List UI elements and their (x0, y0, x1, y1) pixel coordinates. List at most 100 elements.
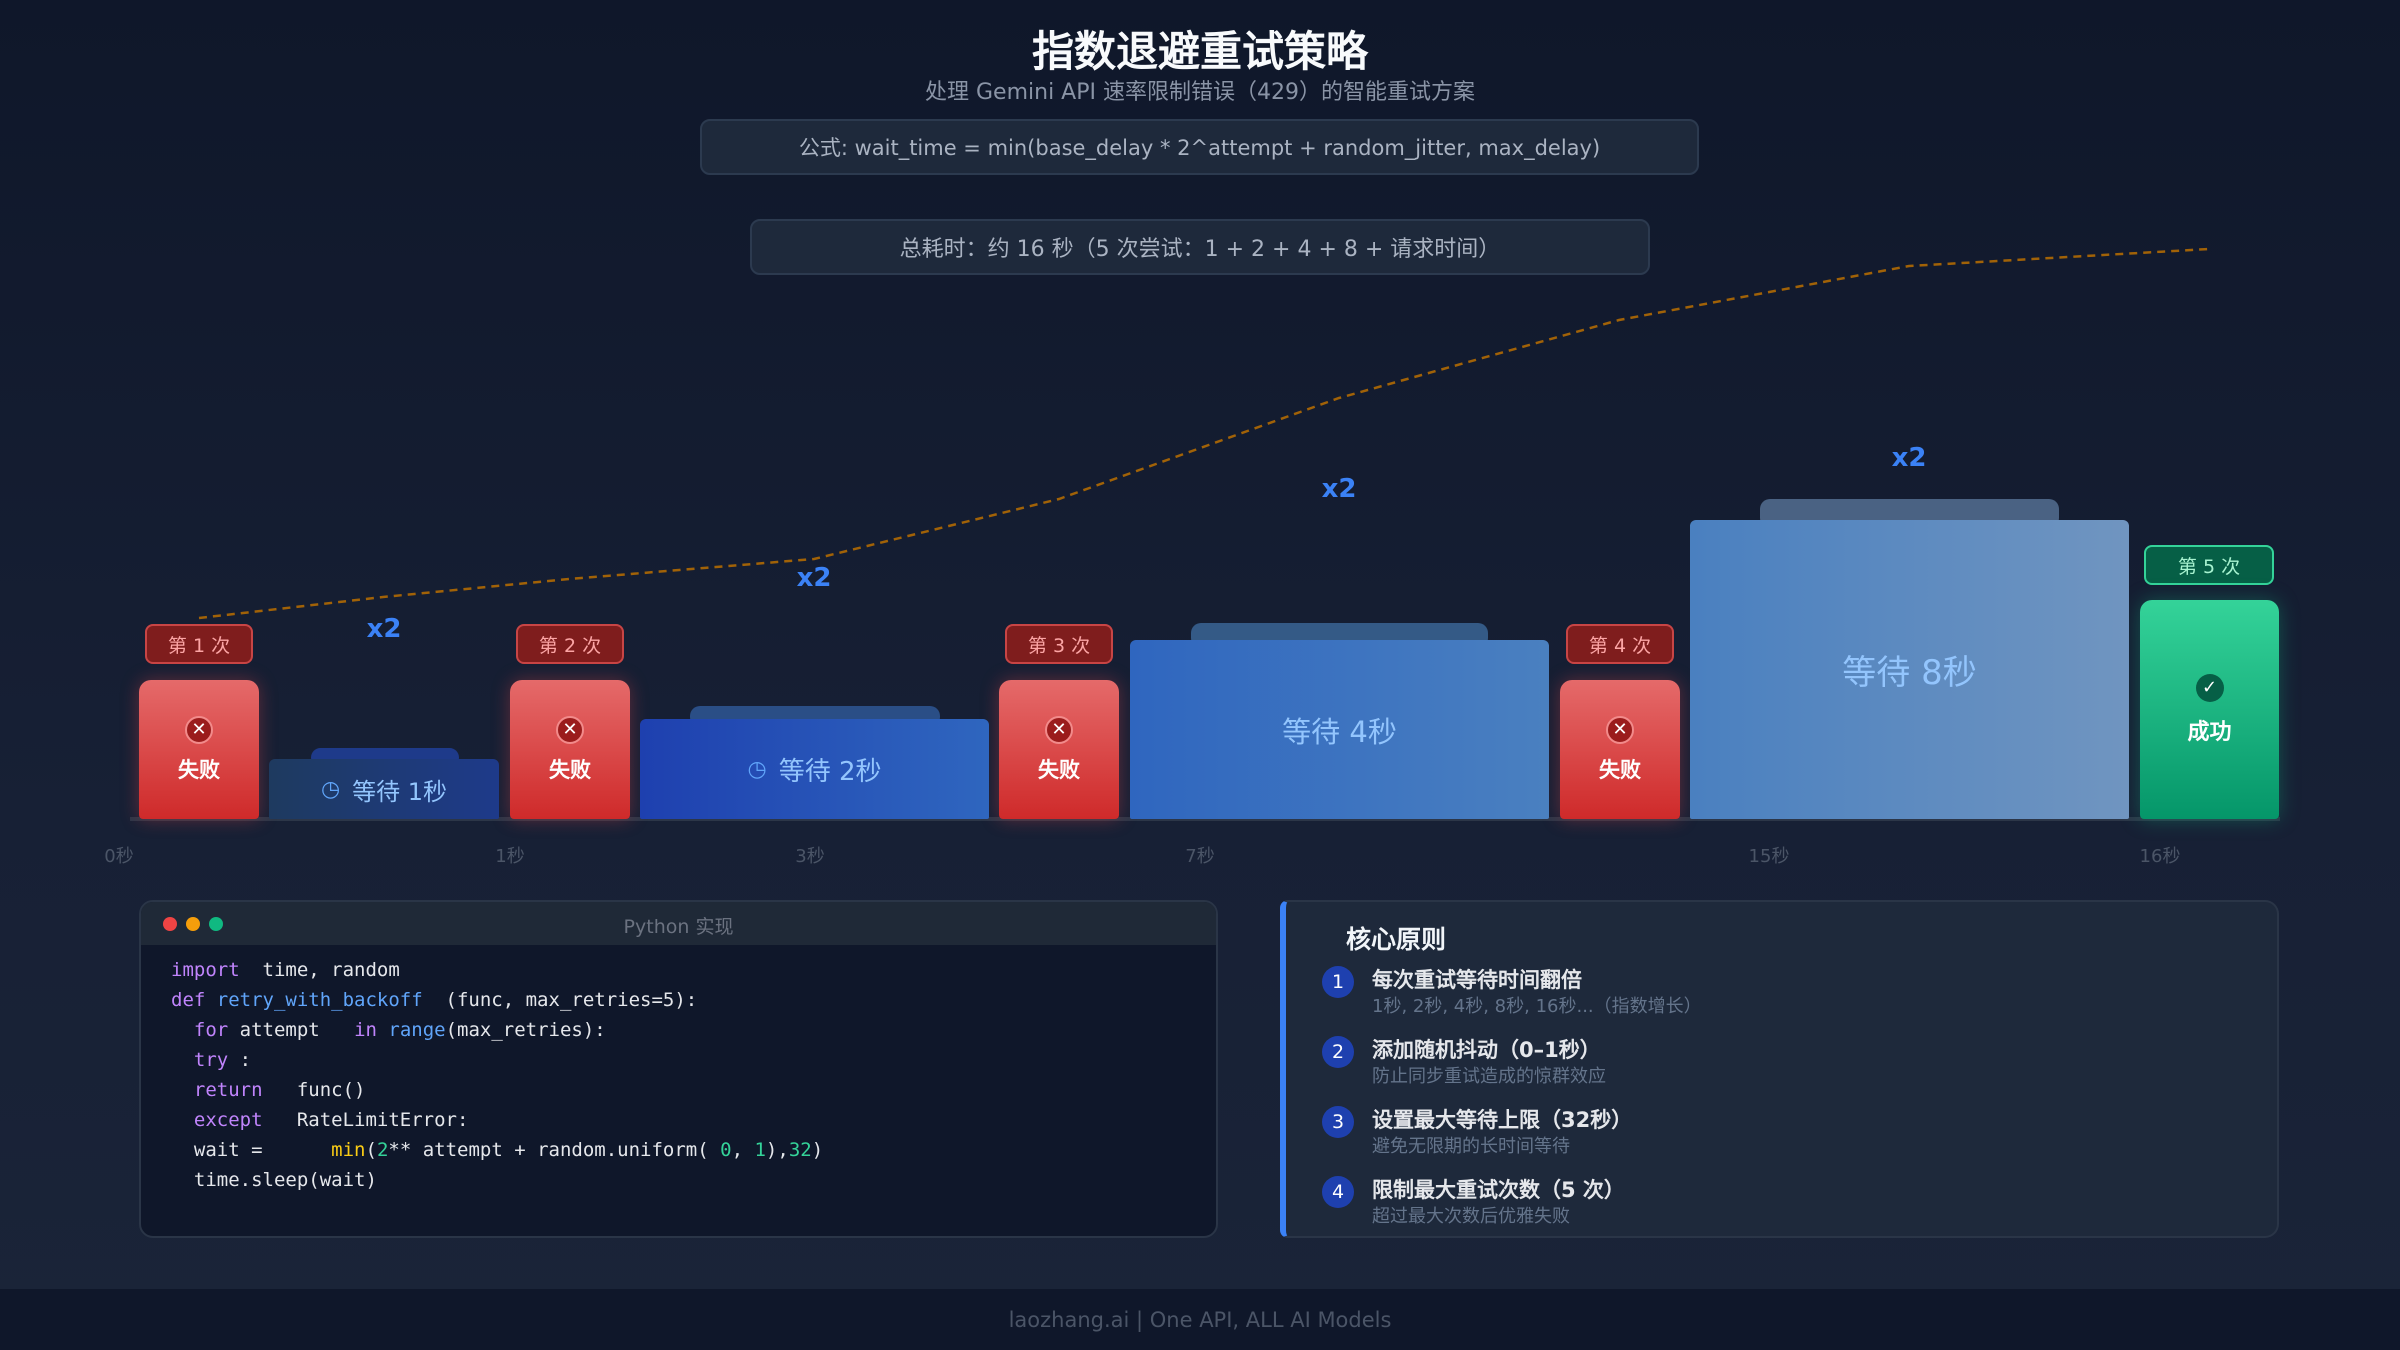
code-token: for (193, 1019, 229, 1041)
code-panel-header: Python 实现 (141, 902, 1216, 945)
wait-block: ◷ 等待 1秒 (269, 759, 499, 819)
code-line: time.sleep(wait) (171, 1165, 1216, 1195)
code-token: , (731, 1139, 755, 1161)
code-title: Python 实现 (623, 916, 734, 938)
code-token: 1 (754, 1139, 766, 1161)
code-token: 0 (720, 1139, 732, 1161)
code-line: except RateLimitError: (171, 1105, 1216, 1135)
principle-title: 每次重试等待时间翻倍 (1372, 968, 1582, 992)
axis-tick-label: 15秒 (1748, 846, 1790, 867)
attempt-fail-block: ✕ 失败 (139, 680, 259, 819)
x-circle-icon: ✕ (185, 715, 213, 744)
multiplier-label: x2 (796, 563, 832, 593)
wait-block: ◷ 等待 2秒 (640, 719, 989, 819)
code-token: ) (811, 1139, 824, 1161)
code-line: def retry_with_backoff (func, max_retrie… (171, 985, 1216, 1015)
code-token: ( (365, 1139, 377, 1161)
code-line: try : (171, 1045, 1216, 1075)
attempt-fail-block: ✕ 失败 (1560, 680, 1680, 819)
page-title: 指数退避重试策略 (1031, 27, 1368, 76)
footer: laozhang.ai | One API, ALL AI Models (0, 1289, 2400, 1350)
attempt-label: 第 1 次 (145, 624, 253, 664)
axis-tick-label: 0秒 (104, 846, 134, 867)
attempt-label: 第 2 次 (516, 624, 624, 664)
principle-title: 限制最大重试次数（5 次） (1372, 1178, 1625, 1202)
principle-number-badge: 4 (1322, 1176, 1354, 1208)
code-token: RateLimitError: (262, 1109, 469, 1131)
attempt-fail-block: ✕ 失败 (510, 680, 630, 819)
principle-desc: 超过最大次数后优雅失败 (1372, 1206, 1570, 1227)
wait-label: 等待 2秒 (778, 756, 882, 787)
wait-label: 等待 4秒 (1282, 714, 1397, 749)
attempt-label: 第 4 次 (1566, 624, 1674, 664)
window-close-dot (163, 917, 177, 931)
attempt-label: 第 3 次 (1005, 624, 1113, 664)
principles-title: 核心原则 (1346, 925, 1447, 954)
axis-tick-label: 1秒 (495, 846, 525, 867)
code-token: def (171, 989, 206, 1011)
code-token: (max_retries): (445, 1019, 606, 1041)
principle-desc: 1秒, 2秒, 4秒, 8秒, 16秒...（指数增长） (1372, 996, 1702, 1017)
multiplier-label: x2 (1891, 443, 1927, 473)
principle-number-badge: 2 (1322, 1036, 1354, 1068)
code-token: wait = (171, 1139, 332, 1161)
code-token: ** attempt + random.uniform( (388, 1139, 721, 1161)
page-subtitle: 处理 Gemini API 速率限制错误（429）的智能重试方案 (925, 80, 1475, 105)
attempt-fail-block: ✕ 失败 (999, 680, 1119, 819)
principle-title: 添加随机抖动（0–1秒） (1372, 1038, 1601, 1062)
code-line: wait = min(2** attempt + random.uniform(… (171, 1135, 1216, 1165)
code-line: import time, random (171, 955, 1216, 985)
code-token: retry_with_backoff (205, 989, 423, 1011)
multiplier-label: x2 (1321, 474, 1357, 504)
attempt-success-block: ✓ 成功 (2140, 600, 2279, 819)
code-token (171, 1109, 194, 1131)
formula-box: 公式: wait_time = min(base_delay * 2^attem… (700, 119, 1699, 175)
x-circle-icon: ✕ (556, 715, 584, 744)
code-token: 32 (788, 1139, 812, 1161)
principle-number-badge: 1 (1322, 966, 1354, 998)
multiplier-label: x2 (366, 614, 402, 644)
code-line: return func() (171, 1075, 1216, 1105)
clock-icon: ◷ (747, 756, 767, 782)
principles-panel: 核心原则 1 每次重试等待时间翻倍 1秒, 2秒, 4秒, 8秒, 16秒...（指… (1280, 900, 2279, 1238)
code-token: in (354, 1019, 377, 1041)
code-token: except (193, 1109, 263, 1131)
principle-number-badge: 3 (1322, 1106, 1354, 1138)
code-token (171, 1019, 194, 1041)
check-circle-icon: ✓ (2195, 673, 2224, 702)
x-circle-icon: ✕ (1606, 715, 1634, 744)
attempt-status: 失败 (1599, 757, 1641, 782)
code-token: try (193, 1049, 229, 1071)
wait-label: 等待 8秒 (1842, 653, 1977, 693)
code-token: time.sleep(wait) (171, 1169, 377, 1191)
wait-label: 等待 1秒 (352, 777, 448, 806)
attempt-status: 失败 (1038, 757, 1080, 782)
window-maximize-dot (209, 917, 223, 931)
code-token: 2 (376, 1139, 389, 1161)
code-panel: Python 实现 import time, random def retry_w… (139, 900, 1218, 1238)
code-token: ), (765, 1139, 789, 1161)
code-token: import (171, 959, 240, 981)
axis-tick-label: 7秒 (1185, 846, 1215, 867)
attempt-status: 成功 (2187, 719, 2232, 745)
code-token: attempt (228, 1019, 355, 1041)
code-token: (func, max_retries=5): (422, 989, 698, 1011)
wait-block: 等待 8秒 (1690, 520, 2129, 819)
code-body: import time, random def retry_with_backof… (141, 945, 1216, 1195)
wait-block: 等待 4秒 (1130, 640, 1549, 819)
axis-tick-label: 3秒 (795, 846, 825, 867)
timeline-baseline (130, 817, 2280, 821)
window-minimize-dot (186, 917, 200, 931)
code-token: time, random (239, 959, 400, 981)
code-token: min (331, 1139, 366, 1161)
code-token: range (376, 1019, 446, 1041)
code-token: return (193, 1079, 263, 1101)
code-token (171, 1049, 194, 1071)
attempt-label: 第 5 次 (2144, 545, 2274, 585)
attempt-status: 失败 (549, 757, 591, 782)
code-line: for attempt in range(max_retries): (171, 1015, 1216, 1045)
code-token (171, 1079, 194, 1101)
x-circle-icon: ✕ (1045, 715, 1073, 744)
axis-tick-label: 16秒 (2139, 846, 2181, 867)
attempt-status: 失败 (178, 757, 220, 782)
